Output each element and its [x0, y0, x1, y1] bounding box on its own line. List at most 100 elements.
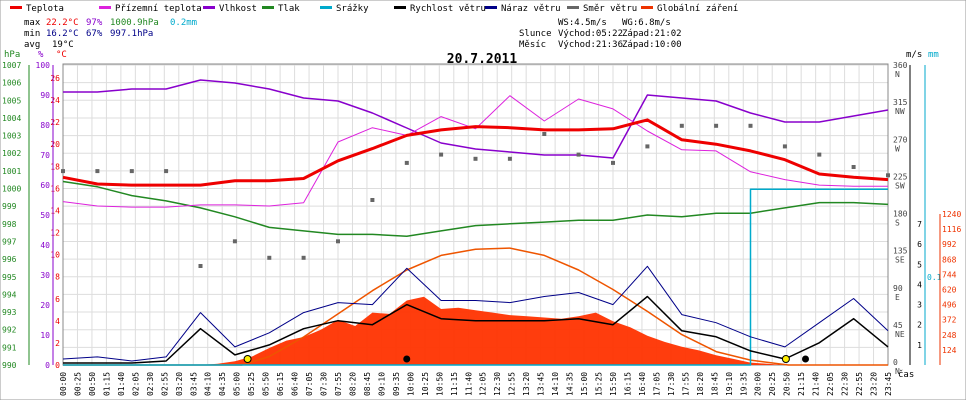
legend-label-2: Vlhkost — [219, 4, 257, 14]
axis-temperature-title: °C — [56, 50, 67, 60]
x-tick-label: 10:50 — [435, 372, 444, 396]
series-wind-direction-point — [404, 160, 409, 165]
x-tick-label: 10:25 — [421, 372, 430, 396]
legend-label-8: Globální záření — [657, 4, 738, 14]
axis-pressure-tick: 991 — [2, 343, 17, 352]
x-tick-label: 03:45 — [189, 372, 198, 396]
series-wind-direction-point — [439, 152, 444, 157]
legend-label-6: Náraz větru — [501, 4, 561, 14]
x-tick-label: 07:05 — [305, 372, 314, 396]
legend-swatch-4 — [320, 6, 332, 9]
series-teplota-line — [62, 118, 889, 187]
info-moon-label: Měsíc — [519, 40, 546, 50]
axis-humidity-tick: 60 — [40, 181, 50, 190]
axis-temperature-tick: 6 — [55, 295, 60, 304]
axis-wind-tick: 7 — [917, 220, 922, 229]
axis-direction-tick: 90 — [893, 284, 903, 293]
series-wind-direction-point — [473, 156, 478, 161]
axis-pressure-tick: 994 — [2, 290, 17, 299]
x-tick-label: 14:10 — [551, 372, 560, 396]
series-wind-direction-point — [507, 156, 512, 161]
stats-max-temp: 22.2°C — [46, 18, 79, 28]
axis-radiation-tick: 1240 — [942, 210, 961, 219]
axis-wind-tick: 3 — [917, 301, 922, 310]
axis-temperature-tick: 18 — [50, 162, 60, 171]
x-tick-label: 15:50 — [609, 372, 618, 396]
axis-direction-tick: 135 — [893, 247, 908, 256]
series-vlhkost-line — [63, 79, 889, 159]
stats-avg-label: avg — [24, 40, 40, 50]
axis-temperature-tick: 2 — [55, 339, 60, 348]
x-tick-label: 20:25 — [768, 372, 777, 396]
x-tick-label: 00:50 — [88, 372, 97, 396]
legend-label-4: Srážky — [336, 4, 369, 14]
axis-direction-tick: 180 — [893, 210, 908, 219]
x-tick-label: 08:45 — [363, 372, 372, 396]
axis-temperature-tick: 12 — [50, 229, 60, 238]
series-wind-direction-point — [851, 165, 856, 169]
stats-min-label: min — [24, 29, 40, 39]
axis-pressure-tick: 1004 — [2, 114, 21, 123]
moonrise-marker-icon — [802, 355, 809, 363]
x-tick-label: 10:00 — [406, 372, 415, 396]
axis-radiation-tick: 124 — [942, 346, 957, 355]
axis-temperature-tick: 26 — [50, 74, 60, 83]
x-unit-label: čas — [898, 369, 914, 380]
series-wind-direction-point — [645, 144, 650, 149]
x-tick-label: 14:35 — [566, 372, 575, 396]
axis-temperature-tick: 4 — [55, 317, 60, 326]
x-tick-label: 07:30 — [320, 372, 329, 396]
x-tick-label: 13:20 — [522, 372, 531, 396]
x-tick-label: 12:05 — [479, 372, 488, 396]
x-tick-label: 08:20 — [348, 372, 357, 396]
x-tick-label: 20:00 — [754, 372, 763, 396]
x-tick-label: 05:00 — [233, 372, 242, 396]
info-wg: WG:6.8m/s — [622, 18, 671, 28]
info-moon-rise: Východ:21:36 — [558, 40, 623, 50]
x-tick-label: 07:55 — [334, 372, 343, 396]
axis-temperature-tick: 0 — [55, 361, 60, 370]
x-tick-label: 00:25 — [73, 372, 82, 396]
x-tick-label: 23:45 — [884, 372, 893, 396]
series-wind-direction-point — [198, 264, 203, 268]
series-wind-direction-point — [164, 169, 169, 174]
axis-temperature-tick: 14 — [50, 206, 60, 215]
axis-direction-compass: N — [895, 367, 900, 376]
series-wind-direction-point — [679, 123, 684, 128]
x-tick-label: 21:40 — [812, 372, 821, 396]
axis-pressure-tick: 1003 — [2, 132, 21, 141]
axis-direction-tick: 45 — [893, 321, 903, 330]
series-wind-direction-point — [129, 169, 134, 174]
x-tick-label: 04:10 — [204, 372, 213, 396]
legend-swatch-6 — [485, 6, 497, 9]
axis-direction-compass: E — [895, 293, 900, 302]
axis-humidity-tick: 90 — [40, 91, 50, 100]
series-wind-direction-point — [267, 255, 272, 260]
series-p-zemn-teplota-line — [62, 95, 888, 208]
axis-radiation-tick: 1116 — [942, 225, 961, 234]
legend-label-7: Směr větru — [583, 4, 637, 14]
axis-wind-tick: 4 — [917, 280, 922, 289]
axis-humidity-tick: 0 — [45, 361, 50, 370]
legend-label-1: Přízemní teplota — [115, 4, 202, 14]
x-tick-label: 09:35 — [392, 372, 401, 396]
series-wind-direction-point — [95, 169, 100, 174]
info-sun-rise: Východ:05:22 — [558, 29, 623, 39]
axis-radiation-tick: 248 — [942, 331, 957, 340]
axis-direction-compass: SW — [895, 181, 905, 190]
axis-humidity-tick: 100 — [36, 61, 51, 70]
axis-direction-tick: 0 — [893, 358, 898, 367]
x-tick-label: 18:20 — [696, 372, 705, 396]
series-rychlost-v-tru-line — [63, 295, 889, 364]
axis-temperature-tick: 20 — [50, 140, 60, 149]
series-wind-direction-point — [61, 169, 65, 174]
axis-direction-tick: 225 — [893, 172, 908, 181]
axis-temperature-tick: 10 — [50, 251, 60, 260]
legend-swatch-1 — [99, 6, 111, 9]
x-tick-label: 11:40 — [464, 372, 473, 396]
stats-max-press: 1000.9hPa — [110, 18, 159, 28]
info-ws: WS:4.5m/s — [558, 18, 607, 28]
info-moon-set: Západ:10:00 — [622, 40, 682, 50]
x-tick-label: 05:25 — [247, 372, 256, 396]
series-wind-direction-point — [232, 239, 237, 244]
